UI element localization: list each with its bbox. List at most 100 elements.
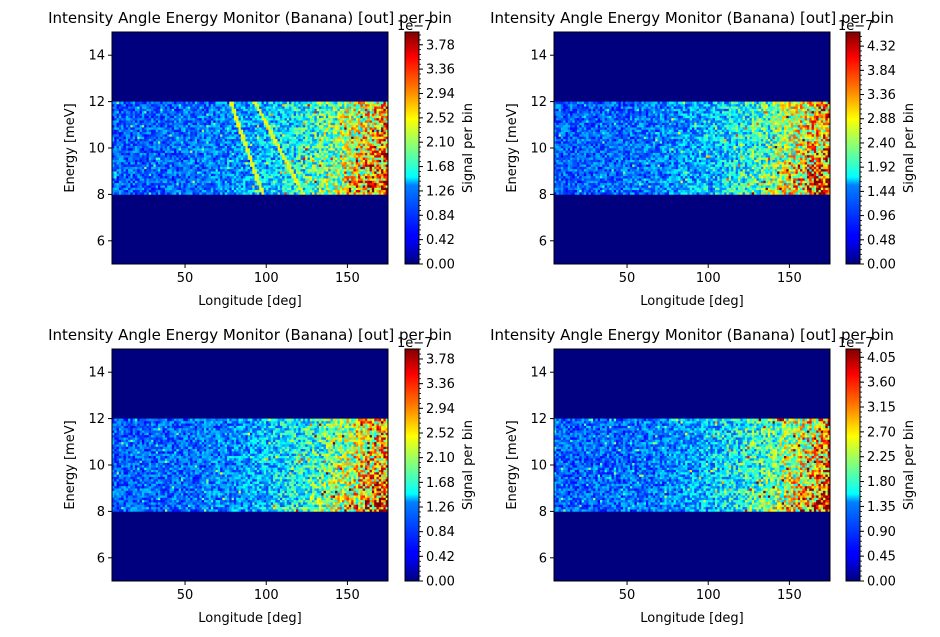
- heatmap-cell: [202, 155, 205, 158]
- heatmap-cell: [119, 148, 122, 151]
- heatmap-cell: [202, 157, 205, 160]
- heatmap-cell: [163, 178, 166, 181]
- heatmap-cell: [236, 183, 239, 186]
- heatmap-cell: [117, 143, 120, 146]
- heatmap-cell: [206, 178, 209, 181]
- heatmap-cell: [227, 136, 230, 139]
- heatmap-cell: [216, 183, 219, 186]
- heatmap-cell: [218, 164, 221, 167]
- heatmap-cell: [241, 185, 244, 188]
- heatmap-cell: [124, 148, 127, 151]
- heatmap-cell: [220, 169, 223, 172]
- heatmap-cell: [234, 141, 237, 144]
- heatmap-cell: [128, 111, 131, 114]
- heatmap-cell: [170, 171, 173, 174]
- heatmap-cell: [239, 171, 242, 174]
- heatmap-cell: [186, 136, 189, 139]
- heatmap-cell: [179, 109, 182, 112]
- heatmap-cell: [179, 167, 182, 170]
- heatmap-cell: [213, 164, 216, 167]
- heatmap-cell: [140, 127, 143, 130]
- heatmap-cell: [197, 102, 200, 105]
- heatmap-cell: [202, 171, 205, 174]
- heatmap-cell: [202, 148, 205, 151]
- heatmap-cell: [147, 169, 150, 172]
- heatmap-cell: [209, 160, 212, 163]
- heatmap-cell: [218, 116, 221, 119]
- heatmap-cell: [149, 183, 152, 186]
- heatmap-cell: [229, 146, 232, 149]
- heatmap-cell: [151, 139, 154, 142]
- heatmap-cell: [130, 174, 133, 177]
- heatmap-cell: [144, 164, 147, 167]
- heatmap-cell: [128, 164, 131, 167]
- heatmap-cell: [144, 125, 147, 128]
- heatmap-cell: [234, 122, 237, 125]
- heatmap-cell: [211, 146, 214, 149]
- heatmap-cell: [213, 176, 216, 179]
- heatmap-cell: [199, 146, 202, 149]
- heatmap-cell: [218, 127, 221, 130]
- heatmap-cell: [153, 185, 156, 188]
- heatmap-cell: [135, 176, 138, 179]
- heatmap-cell: [165, 183, 168, 186]
- heatmap-cell: [158, 157, 161, 160]
- heatmap-cell: [151, 157, 154, 160]
- heatmap-cell: [153, 183, 156, 186]
- heatmap-cell: [188, 109, 191, 112]
- heatmap-cell: [199, 187, 202, 190]
- heatmap-cell: [239, 183, 242, 186]
- heatmap-cell: [133, 162, 136, 165]
- heatmap-cell: [229, 160, 232, 163]
- heatmap-cell: [153, 116, 156, 119]
- heatmap-cell: [220, 106, 223, 109]
- heatmap-cell: [193, 178, 196, 181]
- heatmap-cell: [204, 174, 207, 177]
- heatmap-cell: [222, 157, 225, 160]
- heatmap-cell: [121, 171, 124, 174]
- heatmap-cell: [124, 143, 127, 146]
- heatmap-cell: [126, 116, 129, 119]
- heatmap-cell: [202, 178, 205, 181]
- heatmap-cell: [170, 148, 173, 151]
- heatmap-cell: [176, 150, 179, 153]
- heatmap-cell: [220, 116, 223, 119]
- heatmap-cell: [133, 129, 136, 132]
- heatmap-cell: [234, 118, 237, 121]
- heatmap-cell: [234, 150, 237, 153]
- heatmap-cell: [133, 116, 136, 119]
- heatmap-cell: [195, 102, 198, 105]
- heatmap-cell: [156, 187, 159, 190]
- heatmap-cell: [213, 146, 216, 149]
- heatmap-cell: [153, 143, 156, 146]
- heatmap-cell: [241, 125, 244, 128]
- heatmap-cell: [144, 185, 147, 188]
- heatmap-cell: [218, 157, 221, 160]
- heatmap-cell: [227, 129, 230, 132]
- heatmap-cell: [209, 116, 212, 119]
- heatmap-cell: [218, 190, 221, 193]
- heatmap-cell: [186, 160, 189, 163]
- heatmap-cell: [213, 171, 216, 174]
- heatmap-cell: [153, 106, 156, 109]
- heatmap-cell: [114, 157, 117, 160]
- heatmap-cell: [186, 113, 189, 116]
- heatmap-cell: [220, 160, 223, 163]
- heatmap-cell: [239, 153, 242, 156]
- heatmap-cell: [174, 176, 177, 179]
- heatmap-cell: [218, 102, 221, 105]
- heatmap-cell: [227, 162, 230, 165]
- heatmap-cell: [121, 164, 124, 167]
- heatmap-cell: [220, 129, 223, 132]
- heatmap-cell: [199, 155, 202, 158]
- heatmap-cell: [124, 155, 127, 158]
- heatmap-cell: [117, 153, 120, 156]
- heatmap-cell: [151, 129, 154, 132]
- heatmap-cell: [133, 122, 136, 125]
- heatmap-cell: [119, 155, 122, 158]
- heatmap-cell: [135, 113, 138, 116]
- heatmap-cell: [130, 164, 133, 167]
- heatmap-cell: [156, 155, 159, 158]
- heatmap-cell: [142, 129, 145, 132]
- heatmap-cell: [176, 139, 179, 142]
